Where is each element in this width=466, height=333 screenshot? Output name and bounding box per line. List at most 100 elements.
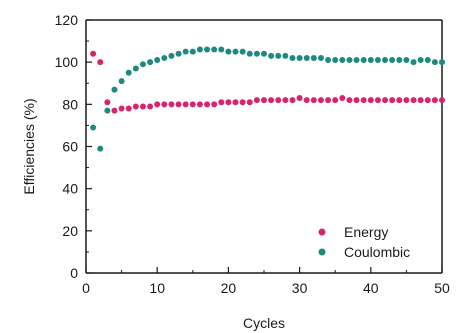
energy-point: [275, 97, 282, 104]
energy-point: [118, 105, 125, 112]
x-tick-label: 30: [292, 280, 308, 296]
coulombic-point: [389, 57, 396, 64]
x-tick-label: 10: [149, 280, 165, 296]
coulombic-point: [339, 57, 346, 64]
energy-point: [332, 97, 339, 104]
coulombic-point: [367, 57, 374, 64]
x-axis-title: Cycles: [243, 315, 285, 331]
energy-point: [90, 50, 97, 57]
coulombic-point: [125, 69, 132, 76]
coulombic-point: [403, 57, 410, 64]
coulombic-point: [332, 57, 339, 64]
coulombic-point: [353, 57, 360, 64]
energy-point: [253, 97, 260, 104]
coulombic-point: [431, 59, 438, 66]
legend-label-coulombic: Coulombic: [344, 244, 410, 260]
coulombic-point: [246, 50, 253, 57]
energy-point: [182, 101, 189, 108]
coulombic-point: [346, 57, 353, 64]
energy-point: [104, 99, 111, 106]
coulombic-point: [168, 52, 175, 59]
legend-label-energy: Energy: [344, 224, 388, 240]
x-tick-label: 20: [221, 280, 237, 296]
coulombic-point: [147, 59, 154, 66]
energy-point: [225, 99, 232, 106]
energy-point: [396, 97, 403, 104]
energy-point: [218, 99, 225, 106]
coulombic-point: [417, 57, 424, 64]
energy-point: [132, 103, 139, 110]
energy-point: [211, 101, 218, 108]
energy-point: [353, 97, 360, 104]
coulombic-point: [204, 46, 211, 53]
x-tick-label: 0: [82, 280, 90, 296]
energy-point: [154, 101, 161, 108]
coulombic-point: [396, 57, 403, 64]
energy-point: [310, 97, 317, 104]
energy-point: [125, 105, 132, 112]
energy-point: [403, 97, 410, 104]
y-tick-label: 20: [62, 223, 78, 239]
energy-point: [346, 97, 353, 104]
energy-point: [374, 97, 381, 104]
energy-point: [410, 97, 417, 104]
coulombic-point: [175, 50, 182, 57]
coulombic-point: [275, 52, 282, 59]
coulombic-point: [196, 46, 203, 53]
coulombic-point: [189, 48, 196, 55]
coulombic-point: [132, 65, 139, 72]
coulombic-point: [303, 54, 310, 61]
energy-point: [431, 97, 438, 104]
coulombic-point: [253, 50, 260, 57]
energy-point: [147, 103, 154, 110]
energy-point: [289, 97, 296, 104]
x-tick-label: 50: [434, 280, 450, 296]
energy-point: [367, 97, 374, 104]
energy-point: [317, 97, 324, 104]
y-tick-label: 0: [70, 265, 78, 281]
coulombic-point: [374, 57, 381, 64]
coulombic-point: [182, 48, 189, 55]
energy-point: [161, 101, 168, 108]
energy-point: [268, 97, 275, 104]
energy-point: [360, 97, 367, 104]
coulombic-point: [282, 52, 289, 59]
coulombic-point: [139, 61, 146, 68]
y-tick-label: 100: [55, 54, 79, 70]
coulombic-point: [111, 86, 118, 93]
coulombic-point: [225, 48, 232, 55]
data-points: [90, 46, 445, 152]
coulombic-point: [218, 46, 225, 53]
axes: [85, 19, 443, 274]
tick-labels: 0 10 20 30 40 50 0 20 40 60 80 100 120: [55, 12, 450, 296]
energy-point: [439, 97, 445, 104]
coulombic-point: [211, 46, 218, 53]
coulombic-point: [161, 54, 168, 61]
coulombic-point: [104, 107, 111, 114]
energy-point: [339, 95, 346, 102]
coulombic-point: [325, 57, 332, 64]
energy-point: [196, 101, 203, 108]
energy-point: [204, 101, 211, 108]
y-axis-title: Efficiencies (%): [21, 98, 37, 194]
y-tick-label: 60: [62, 139, 78, 155]
coulombic-point: [424, 57, 431, 64]
energy-point: [97, 59, 104, 66]
legend: Energy Coulombic: [318, 224, 410, 260]
coulombic-point: [97, 145, 104, 152]
y-tick-label: 120: [55, 12, 79, 28]
coulombic-point: [118, 78, 125, 85]
energy-point: [239, 99, 246, 106]
energy-point: [175, 101, 182, 108]
coulombic-point: [90, 124, 97, 131]
coulombic-point: [261, 50, 267, 57]
legend-marker-coulombic: [318, 248, 326, 256]
coulombic-point: [317, 54, 324, 61]
coulombic-point: [296, 54, 303, 61]
energy-point: [261, 97, 267, 104]
energy-point: [424, 97, 431, 104]
energy-point: [296, 95, 303, 102]
coulombic-point: [232, 48, 239, 55]
energy-point: [232, 99, 239, 106]
